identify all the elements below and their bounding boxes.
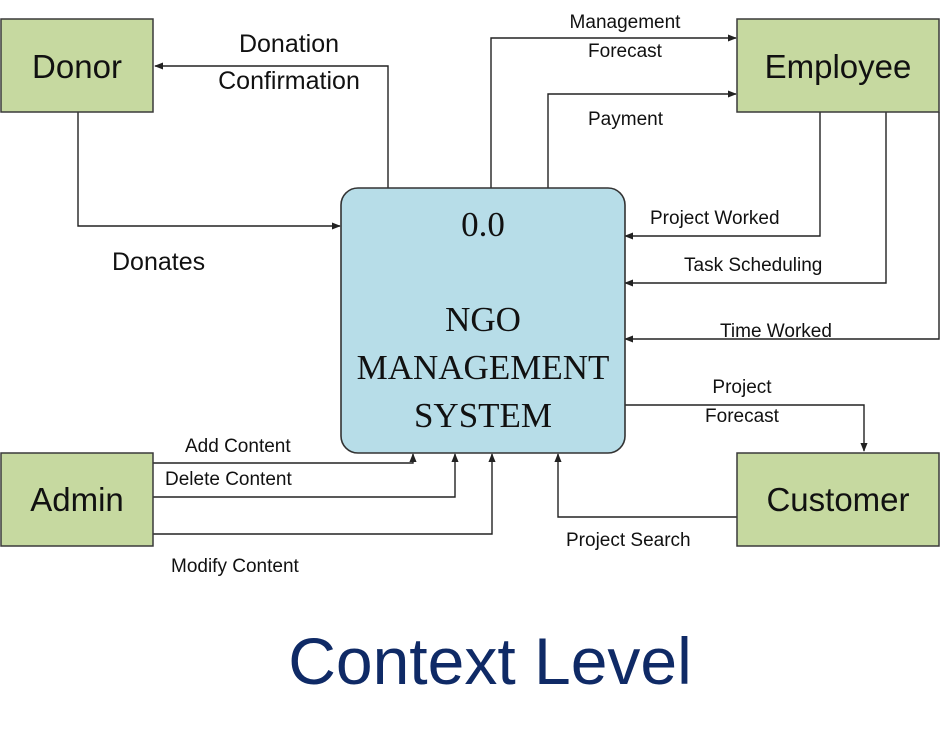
flow-project-forecast-line — [625, 404, 868, 452]
label-donation-confirmation-1: Donation — [239, 30, 339, 58]
diagram-title: Context Level — [288, 624, 692, 698]
label-add-content: Add Content — [185, 436, 291, 457]
label-project-search: Project Search — [566, 530, 691, 551]
label-time-worked: Time Worked — [720, 321, 832, 342]
entity-donor-label: Donor — [32, 48, 122, 85]
entity-employee-label: Employee — [765, 48, 912, 85]
flow-project-search-line — [554, 453, 737, 518]
flow-add-content-line — [153, 453, 417, 464]
process-name-line-1: NGO — [445, 300, 521, 339]
label-management-forecast-2: Forecast — [588, 41, 663, 62]
entity-employee-box — [736, 18, 940, 113]
process-ngo-management-system: 0.0 NGO MANAGEMENT SYSTEM — [340, 187, 626, 454]
process-name-line-2: MANAGEMENT — [357, 348, 610, 387]
label-payment: Payment — [588, 109, 664, 130]
flow-donation-confirmation-line — [154, 62, 389, 188]
label-donation-confirmation-2: Confirmation — [218, 67, 360, 95]
process-number: 0.0 — [461, 205, 505, 244]
entity-donor: Donor — [0, 18, 154, 113]
entity-customer-box — [736, 452, 940, 547]
flow-payment-line — [547, 90, 737, 188]
entity-donor-box — [0, 18, 154, 113]
label-project-forecast-2: Forecast — [705, 406, 780, 427]
label-project-worked: Project Worked — [650, 208, 780, 229]
process-name-line-3: SYSTEM — [414, 396, 552, 435]
flow-project-worked-line — [624, 112, 821, 240]
entity-admin: Admin — [0, 452, 154, 547]
label-management-forecast-1: Management — [570, 12, 682, 33]
flow-modify-content-line — [153, 453, 496, 535]
flow-delete-content-line — [153, 453, 459, 498]
flow-time-worked-line — [624, 112, 940, 343]
flow-donates-line — [77, 112, 341, 230]
entity-customer: Customer — [736, 452, 940, 547]
flow-management-forecast-line — [490, 34, 737, 188]
label-task-scheduling: Task Scheduling — [684, 255, 822, 276]
entity-admin-label: Admin — [30, 481, 124, 518]
entity-admin-box — [0, 452, 154, 547]
label-modify-content: Modify Content — [171, 556, 300, 577]
label-donates: Donates — [112, 248, 205, 276]
entity-employee: Employee — [736, 18, 940, 113]
entity-customer-label: Customer — [766, 481, 909, 518]
label-delete-content: Delete Content — [165, 469, 292, 490]
label-project-forecast-1: Project — [712, 377, 772, 398]
process-box — [340, 187, 626, 454]
flow-task-scheduling-line — [624, 112, 887, 287]
